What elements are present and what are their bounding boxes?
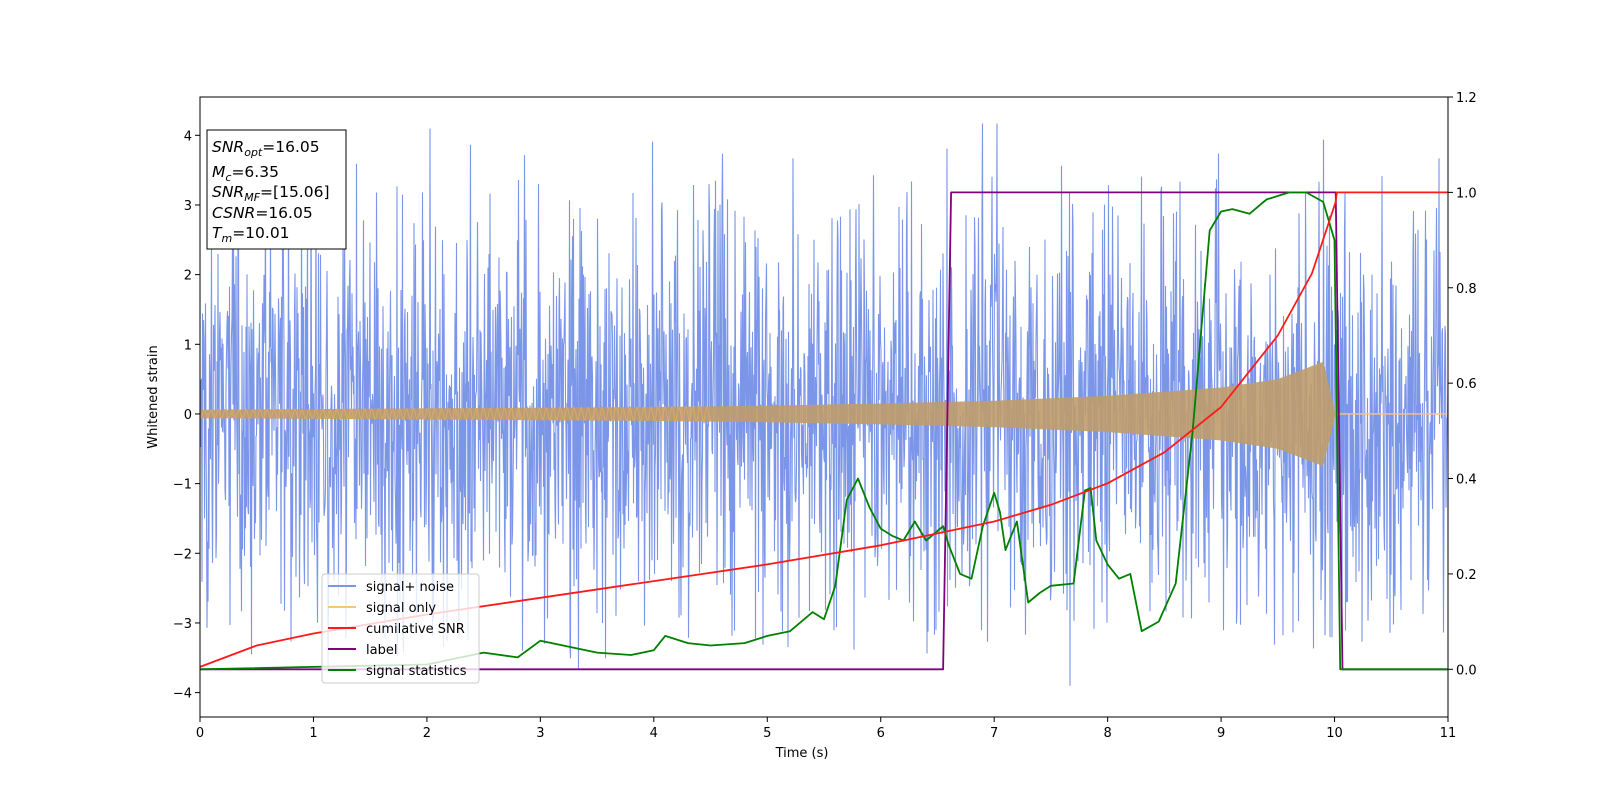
legend-label: signal only [366, 601, 436, 616]
y2-tick-label: 1.2 [1456, 91, 1477, 106]
x-axis-label: Time (s) [775, 746, 829, 761]
legend-label: label [366, 643, 397, 658]
axes: 0 1 2 3 4 5 6 7 8 9 10 11 −4 −3 −2 −1 0 1 2 3 4 0.0 0.2 0.4 0.6 0… [173, 91, 1477, 741]
y-tick-label: 2 [184, 269, 192, 284]
x-tick-label: 11 [1440, 726, 1457, 741]
signal-only-oscillation [199, 404, 711, 422]
x-tick-label: 5 [763, 726, 771, 741]
info-line: SNRMF=[15.06] [212, 183, 330, 204]
signal-noise-line [199, 123, 1449, 686]
legend: signal+ noise signal only cumilative SNR la… [321, 573, 480, 684]
y-tick-label: 4 [184, 129, 192, 144]
x-tick-label: 3 [536, 726, 544, 741]
legend-label: cumilative SNR [366, 622, 465, 637]
y-tick-label: 1 [184, 338, 192, 353]
x-tick-label: 1 [309, 726, 317, 741]
y2-tick-label: 0.0 [1456, 663, 1477, 678]
x-tick-label: 6 [877, 726, 885, 741]
info-box: SNRopt=16.05 Mc=6.35SNRMF=[15.06]CSNR=16.… [206, 129, 347, 250]
y-tick-label: 0 [184, 408, 192, 423]
x-tick-label: 4 [650, 726, 658, 741]
x-tick-label: 2 [423, 726, 431, 741]
x-tick-label: 0 [196, 726, 204, 741]
y2-tick-label: 1.0 [1456, 186, 1477, 201]
y2-tick-label: 0.8 [1456, 282, 1477, 297]
info-line: CSNR=16.05 [212, 204, 313, 222]
y2-tick-label: 0.2 [1456, 568, 1477, 583]
plot-frame [199, 96, 1449, 718]
y-tick-label: 3 [184, 199, 192, 214]
y2-tick-label: 0.4 [1456, 473, 1477, 488]
y-tick-label: −1 [173, 478, 192, 493]
signal-only-envelope [200, 361, 1448, 467]
legend-label: signal+ noise [366, 580, 454, 595]
info-line: Mc=6.35 [212, 163, 279, 184]
info-line: Tm=10.01 [212, 224, 290, 245]
legend-frame [321, 573, 480, 684]
signal-noise-series [199, 123, 1449, 686]
x-tick-label: 10 [1326, 726, 1343, 741]
y-tick-label: −4 [173, 687, 192, 702]
legend-label: signal statistics [366, 664, 467, 679]
y-tick-label: −2 [173, 547, 192, 562]
signal-only-series [199, 361, 1448, 467]
y2-tick-label: 0.6 [1456, 377, 1477, 392]
x-tick-label: 9 [1217, 726, 1225, 741]
x-tick-label: 8 [1103, 726, 1111, 741]
signal-statistics-line [199, 191, 1448, 671]
info-line: SNRopt=16.05 [212, 138, 320, 159]
info-box-frame [206, 129, 347, 250]
y-tick-label: −3 [173, 617, 192, 632]
y-axis-label: Whitened strain [146, 345, 161, 448]
x-tick-label: 7 [990, 726, 998, 741]
